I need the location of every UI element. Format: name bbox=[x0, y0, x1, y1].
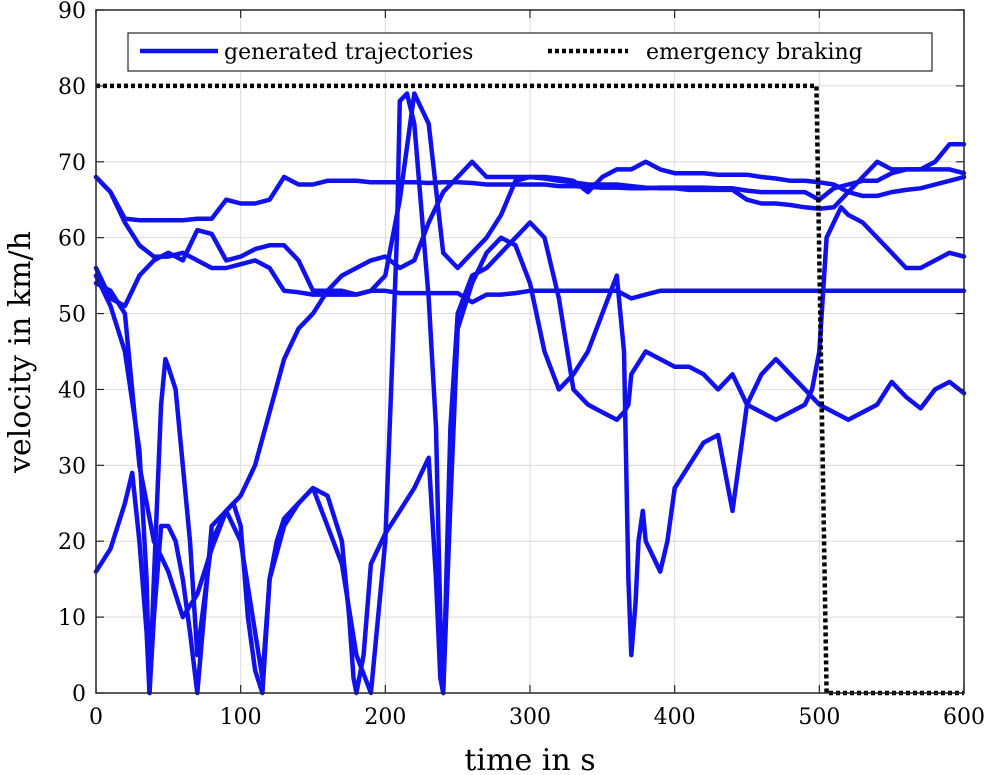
x-tick-label: 200 bbox=[364, 705, 406, 730]
y-axis-label: velocity in km/h bbox=[3, 231, 38, 474]
legend-box bbox=[127, 32, 933, 72]
x-tick-label: 0 bbox=[89, 705, 103, 730]
series-layer bbox=[93, 91, 967, 696]
legend: generated trajectories emergency braking bbox=[127, 32, 933, 72]
y-tick-label: 70 bbox=[58, 151, 86, 176]
legend-generated-label: generated trajectories bbox=[224, 40, 473, 65]
x-axis-label: time in s bbox=[464, 743, 595, 775]
x-axis-ticks: 0 100 200 300 400 500 600 bbox=[89, 10, 985, 730]
y-tick-label: 90 bbox=[58, 0, 86, 24]
legend-braking-label: emergency braking bbox=[646, 40, 863, 65]
y-tick-label: 50 bbox=[58, 303, 86, 328]
x-tick-label: 100 bbox=[220, 705, 262, 730]
y-tick-label: 0 bbox=[72, 682, 86, 707]
y-tick-label: 40 bbox=[58, 378, 86, 403]
trajectory-line-6 bbox=[93, 91, 967, 696]
y-tick-label: 30 bbox=[58, 454, 86, 479]
trajectory-line-4 bbox=[93, 159, 967, 620]
x-tick-label: 500 bbox=[798, 705, 840, 730]
y-tick-label: 80 bbox=[58, 75, 86, 100]
x-tick-label: 300 bbox=[509, 705, 551, 730]
y-tick-label: 20 bbox=[58, 530, 86, 555]
x-tick-label: 600 bbox=[943, 705, 985, 730]
y-axis-ticks: 0 10 20 30 40 50 60 70 80 90 bbox=[58, 0, 964, 707]
y-tick-label: 10 bbox=[58, 606, 86, 631]
y-tick-label: 60 bbox=[58, 227, 86, 252]
x-tick-label: 400 bbox=[654, 705, 696, 730]
